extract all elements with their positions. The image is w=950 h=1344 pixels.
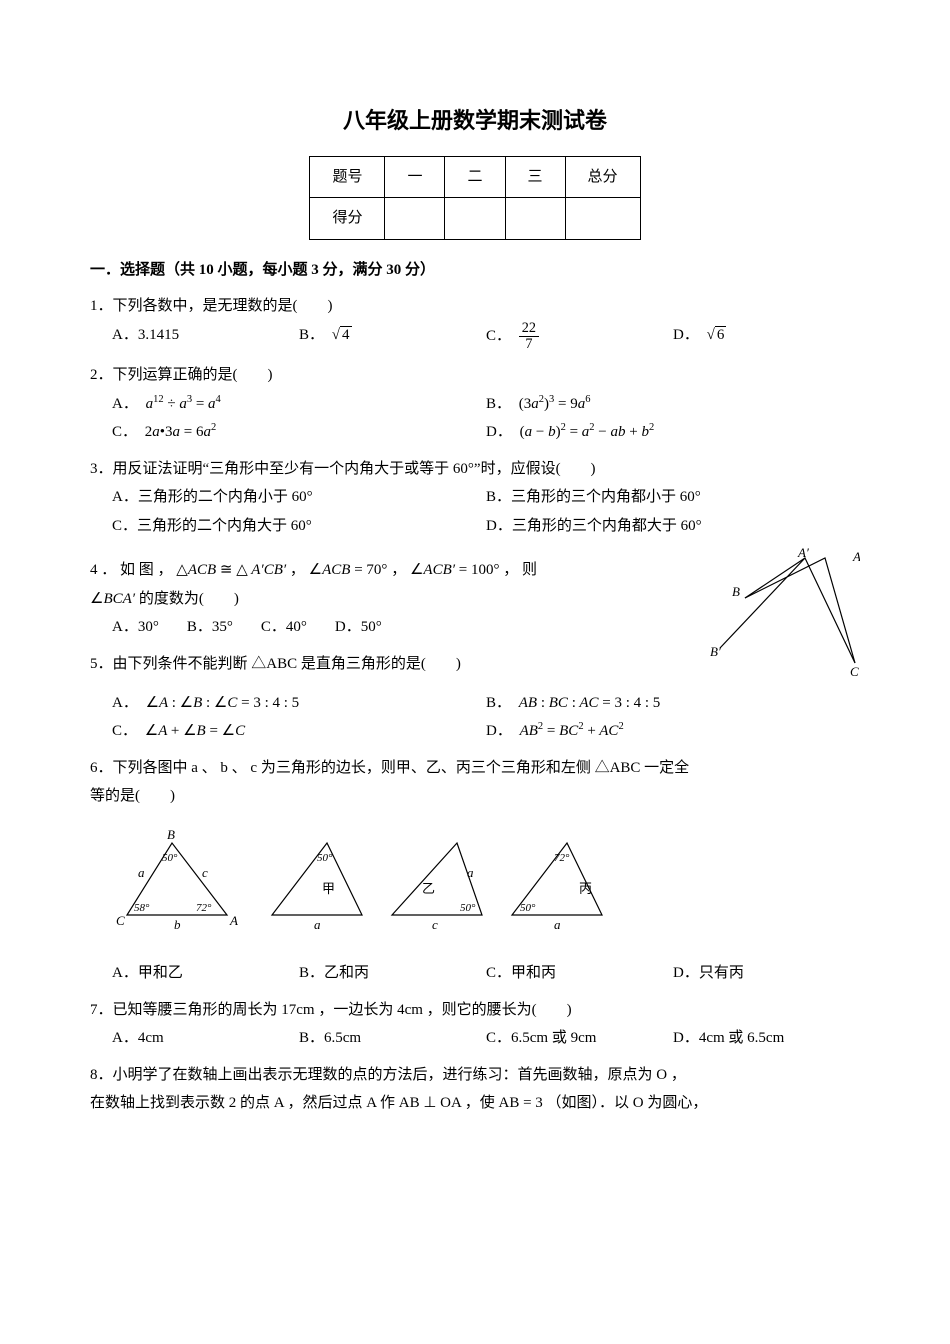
svg-text:c: c <box>202 865 208 880</box>
question-3: 3．用反证法证明“三角形中至少有一个内角大于或等于 60°”时，应假设( ) A… <box>90 455 860 541</box>
svg-text:B: B <box>732 584 740 599</box>
svg-text:58°: 58° <box>134 902 150 914</box>
svg-text:50°: 50° <box>520 902 536 914</box>
q4-option-a: A．30° <box>112 613 159 642</box>
score-2 <box>445 198 505 240</box>
q6-figures: B C A 50° 58° 72° a b c 50° a 甲 <box>112 825 860 946</box>
question-5: 5．由下列条件不能判断 △ABC 是直角三角形的是( ) <box>90 650 700 679</box>
q2-option-b: B． (3a2)3 = 9a6 <box>486 390 860 419</box>
th-2: 二 <box>445 156 505 198</box>
q8-line1: 8．小明学了在数轴上画出表示无理数的点的方法后，进行练习：首先画数轴，原点为 O… <box>90 1061 860 1090</box>
q1-option-a: A．3.1415 <box>112 321 299 353</box>
svg-text:c: c <box>432 917 438 932</box>
q5-option-c: C． ∠A + ∠B = ∠C <box>112 717 486 746</box>
q5-stem: 5．由下列条件不能判断 △ABC 是直角三角形的是( ) <box>90 650 700 679</box>
svg-text:丙: 丙 <box>579 881 592 896</box>
svg-text:B′: B′ <box>710 644 721 659</box>
q2-option-d: D． (a − b)2 = a2 − ab + b2 <box>486 418 860 447</box>
sqrt-6: 6 <box>707 321 727 350</box>
q1-option-c: C． 22 7 <box>486 321 673 353</box>
svg-text:A: A <box>852 549 860 564</box>
q6-option-c: C．甲和丙 <box>486 959 673 988</box>
question-7: 7．已知等腰三角形的周长为 17cm ，一边长为 4cm ，则它的腰长为( ) … <box>90 996 860 1053</box>
q3-option-d: D．三角形的三个内角都大于 60° <box>486 512 860 541</box>
svg-text:b: b <box>174 917 181 932</box>
th-1: 一 <box>385 156 445 198</box>
question-1: 1．下列各数中，是无理数的是( ) A．3.1415 B． 4 C． 22 7 … <box>90 292 860 353</box>
q2-option-c: C． 2a•3a = 6a2 <box>112 418 486 447</box>
q4-figure: A A′ B B′ C <box>710 548 860 689</box>
question-2: 2．下列运算正确的是( ) A． a12 ÷ a3 = a4 B． (3a2)3… <box>90 361 860 447</box>
section-1-heading: 一．选择题（共 10 小题，每小题 3 分，满分 30 分） <box>90 256 860 285</box>
question-6: 6．下列各图中 a 、 b 、 c 为三角形的边长，则甲、乙、丙三个三角形和左侧… <box>90 754 860 988</box>
page-title: 八年级上册数学期末测试卷 <box>90 100 860 142</box>
svg-text:A: A <box>229 913 238 928</box>
q5-option-d: D． AB2 = BC2 + AC2 <box>486 717 860 746</box>
svg-text:72°: 72° <box>196 902 212 914</box>
frac-22-7: 22 7 <box>519 321 539 353</box>
q7-stem: 7．已知等腰三角形的周长为 17cm ，一边长为 4cm ，则它的腰长为( ) <box>90 996 860 1025</box>
q1-option-d: D． 6 <box>673 321 860 353</box>
svg-text:乙: 乙 <box>422 881 435 896</box>
q4-option-d: D．50° <box>335 613 382 642</box>
svg-text:甲: 甲 <box>322 881 335 896</box>
q6-option-a: A．甲和乙 <box>112 959 299 988</box>
q7-option-b: B．6.5cm <box>299 1024 486 1053</box>
q6-option-d: D．只有丙 <box>673 959 860 988</box>
q6-option-b: B．乙和丙 <box>299 959 486 988</box>
svg-text:a: a <box>138 865 145 880</box>
q7-option-d: D．4cm 或 6.5cm <box>673 1024 860 1053</box>
q1-option-b: B． 4 <box>299 321 486 353</box>
score-total <box>565 198 640 240</box>
q2-option-a: A． a12 ÷ a3 = a4 <box>112 390 486 419</box>
th-total: 总分 <box>565 156 640 198</box>
question-4: 4 ． 如 图 ， △ACB ≅ △ A′CB′ ， ∠ACB = 70° ， … <box>90 556 700 642</box>
svg-text:72°: 72° <box>554 852 570 864</box>
q8-line2: 在数轴上找到表示数 2 的点 A ，然后过点 A 作 AB ⊥ OA ，使 AB… <box>90 1089 860 1118</box>
score-3 <box>505 198 565 240</box>
q2-stem: 2．下列运算正确的是( ) <box>90 361 860 390</box>
svg-text:a: a <box>314 917 321 932</box>
q7-option-a: A．4cm <box>112 1024 299 1053</box>
score-table: 题号 一 二 三 总分 得分 <box>309 156 640 240</box>
q3-stem: 3．用反证法证明“三角形中至少有一个内角大于或等于 60°”时，应假设( ) <box>90 455 860 484</box>
svg-text:C: C <box>116 913 125 928</box>
svg-text:50°: 50° <box>460 902 476 914</box>
svg-text:A′: A′ <box>797 548 809 560</box>
svg-text:a: a <box>467 865 474 880</box>
q5-option-a: A． ∠A : ∠B : ∠C = 3 : 4 : 5 <box>112 689 486 718</box>
q6-stem: 6．下列各图中 a 、 b 、 c 为三角形的边长，则甲、乙、丙三个三角形和左侧… <box>90 754 860 783</box>
question-8: 8．小明学了在数轴上画出表示无理数的点的方法后，进行练习：首先画数轴，原点为 O… <box>90 1061 860 1118</box>
th-label: 题号 <box>310 156 385 198</box>
sqrt-4: 4 <box>332 321 352 350</box>
th-3: 三 <box>505 156 565 198</box>
q3-option-c: C．三角形的二个内角大于 60° <box>112 512 486 541</box>
svg-text:B: B <box>167 827 175 842</box>
q4-q5-block: 4 ． 如 图 ， △ACB ≅ △ A′CB′ ， ∠ACB = 70° ， … <box>90 548 860 689</box>
row-score-label: 得分 <box>310 198 385 240</box>
q4-option-b: B．35° <box>187 613 233 642</box>
q7-option-c: C．6.5cm 或 9cm <box>486 1024 673 1053</box>
q4-line2: ∠BCA′ 的度数为( ) <box>90 585 700 614</box>
svg-text:50°: 50° <box>317 852 333 864</box>
q6-stem2: 等的是( ) <box>90 782 860 811</box>
q4-option-c: C．40° <box>261 613 307 642</box>
score-1 <box>385 198 445 240</box>
q5-option-b: B． AB : BC : AC = 3 : 4 : 5 <box>486 689 860 718</box>
q1-stem: 1．下列各数中，是无理数的是( ) <box>90 292 860 321</box>
svg-text:C: C <box>850 664 859 678</box>
q4-stem: 4 ． 如 图 ， △ACB ≅ △ A′CB′ ， ∠ACB = 70° ， … <box>90 556 700 585</box>
svg-text:a: a <box>554 917 561 932</box>
svg-text:50°: 50° <box>162 852 178 864</box>
q3-option-b: B．三角形的三个内角都小于 60° <box>486 483 860 512</box>
q3-option-a: A．三角形的二个内角小于 60° <box>112 483 486 512</box>
